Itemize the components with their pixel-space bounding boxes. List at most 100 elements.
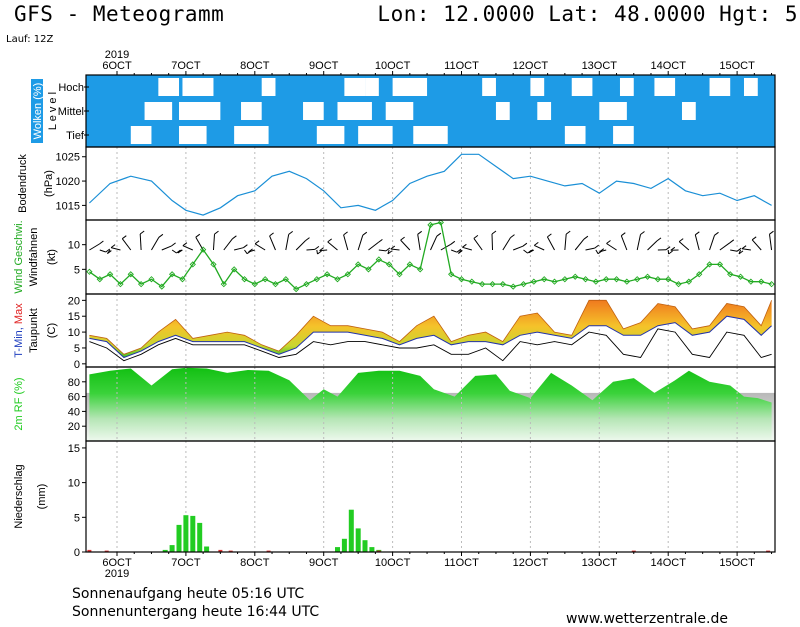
wind-barb [720,243,730,250]
ytick-label: 0 [74,359,80,371]
xtick-bottom-label: 10OCT [375,557,411,569]
precip-bar [335,547,340,552]
wind-barb [648,241,657,250]
wind-barb [100,250,106,252]
wind-barb-flag [232,236,236,239]
wind-barb-flag [511,235,515,238]
cloud-gap-hoch [530,78,544,96]
wind-barb [752,240,761,250]
wind-barb [418,234,420,250]
wind-barb [296,241,305,250]
wind-barb-flag [451,241,455,244]
cloud-gap-tief [131,126,152,144]
cloud-gap-mittel [537,102,551,120]
wind-barb [379,250,386,251]
year-label-top: 2019 [105,49,129,61]
pressure-ylabel-text: Bodendruck [17,154,29,213]
wind-barb [451,250,457,252]
wind-barb [286,234,289,250]
ytick-label: 1015 [56,200,80,212]
wind-barb [503,238,511,250]
wind-barb [213,234,214,250]
wind-barb-flag [196,234,200,237]
wind-barb-flag [215,231,219,234]
ytick-label: 20 [68,421,80,433]
wind-barb-flag [715,232,719,235]
cloud-gap-mittel [682,102,696,120]
wind-barb-flag [159,234,163,237]
wind-barb [183,246,193,250]
precip-unit-text: (mm) [36,484,48,510]
precip-bar [356,528,361,552]
wind-barb [244,250,247,254]
wind-barb [742,249,751,250]
wind-barb-flag [492,231,496,234]
temp-range-area [89,300,771,357]
wind-barb [344,235,348,250]
pressure-ylabel: Bodendruck [17,154,29,213]
precip-bar [177,525,182,552]
ytick-label: 15 [68,311,80,323]
pressure-line [89,154,771,215]
ytick-label: 15 [68,443,80,455]
ytick-label: 40 [68,406,80,418]
wind-barb [431,236,437,250]
xtick-top-label: 6OCT [102,60,132,72]
xtick-top-label: 15OCT [719,60,755,72]
temp-ylabel-text: T-Min, Max [13,303,25,358]
wind-barb-flag [363,232,367,235]
wind-barb [474,238,482,250]
temp-ylabel2-text: Taupunkt [28,308,40,353]
wind-barb [547,237,554,250]
wind-barb-flag [669,251,673,254]
wind-barb [328,242,338,250]
wind-barb-flag [621,233,625,236]
cloud-gap-hoch [710,78,731,96]
wind-barb-flag [534,242,538,245]
wind-barb-flag [679,239,683,242]
pressure-unit: (hPa) [43,170,55,197]
sunset-text: Sonnenuntergang heute 16:44 UTC [72,604,319,620]
cloud-gap-hoch [744,78,758,96]
cloud-gap-mittel [179,102,220,120]
rh-area [89,368,771,441]
wind-barb [270,236,276,250]
xtick-top-label: 10OCT [375,60,411,72]
wind-barb-flag [306,238,310,241]
cloud-gap-mittel [241,102,262,120]
cloud-gap-mittel [496,102,510,120]
wind-barb-flag [418,231,422,234]
ytick-label: 5 [74,343,80,355]
wind-barb [710,235,715,250]
wind-barb-flag [730,240,734,243]
wind-unit-text: (kt) [46,249,58,265]
wind-barb-flag [401,237,405,240]
xtick-top-label: 14OCT [650,60,686,72]
wind-ylabel-text: Wind Geschwi. [13,220,25,293]
wind-barb-flag [547,234,551,237]
wind-barb [255,244,265,250]
wind-barb [391,249,400,250]
wind-barb [575,239,584,250]
wind-barb-flag [657,238,661,241]
precip-bar [363,540,368,552]
xtick-top-label: 11OCT [444,60,479,72]
ytick-label: 10 [68,240,80,252]
xtick-bottom-label: 13OCT [582,557,618,569]
wind-barb [368,242,378,250]
precip-bar [342,539,347,552]
cloud-level-mittel: Mittel [58,106,84,118]
cloud-gap-tief [413,126,447,144]
wind-barb [462,247,471,250]
cloud-gap-tief [613,126,634,144]
wind-barb-flag [289,231,293,234]
wind-barb-flag [584,236,588,239]
ytick-label: 5 [74,264,80,276]
wind-barb-flag [695,232,699,235]
wind-barb [565,234,566,250]
cloud-gap-tief [317,126,345,144]
wind-unit: (kt) [46,249,58,265]
wind-barb-flag [318,251,322,254]
panel-frame-precip [86,441,775,552]
